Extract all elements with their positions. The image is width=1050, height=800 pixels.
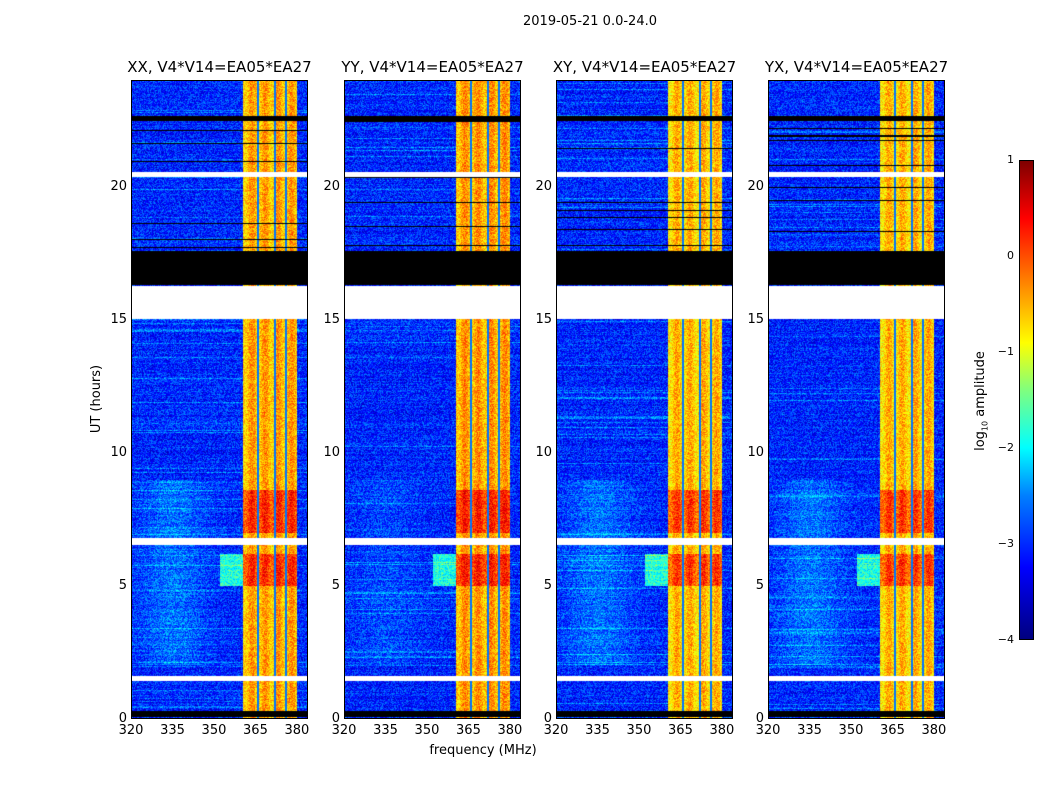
y-tick-label: 10 xyxy=(110,444,127,460)
y-tick-label: 0 xyxy=(755,711,764,726)
colorbar-label-sub: 10 xyxy=(980,420,990,432)
x-tick-label: 365 xyxy=(456,723,481,738)
panel-title: YX, V4*V14=EA05*EA27 xyxy=(764,58,949,76)
x-tick-label: 350 xyxy=(201,723,227,738)
x-tick-label: 365 xyxy=(243,723,268,738)
colorbar-tick-label: −1 xyxy=(997,345,1014,358)
y-tick-label: 20 xyxy=(747,178,764,194)
y-tick-label: 5 xyxy=(543,577,552,593)
x-tick-label: 320 xyxy=(755,723,781,738)
x-tick-label: 320 xyxy=(118,723,144,738)
y-tick-label: 5 xyxy=(331,577,340,593)
figure-title: 2019-05-21 0.0-24.0 xyxy=(523,14,657,29)
y-tick-label: 10 xyxy=(747,444,764,460)
spectrogram-heatmap xyxy=(345,81,520,718)
x-tick-label: 350 xyxy=(414,723,440,738)
y-tick-label: 15 xyxy=(535,311,552,327)
spectrogram-heatmap xyxy=(769,81,944,718)
spectrogram-heatmap xyxy=(557,81,732,718)
y-tick-label: 15 xyxy=(747,311,764,327)
y-tick-label: 20 xyxy=(323,178,340,194)
spectrogram-panel xyxy=(556,80,733,719)
colorbar-label-rest: amplitude xyxy=(973,351,988,421)
x-tick-label: 335 xyxy=(160,723,185,738)
colorbar-tick-label: 1 xyxy=(1007,153,1014,166)
y-tick-label: 10 xyxy=(535,444,552,460)
x-tick-label: 335 xyxy=(373,723,398,738)
x-tick-label: 380 xyxy=(497,723,523,738)
x-tick-label: 380 xyxy=(284,723,310,738)
y-tick-label: 15 xyxy=(110,311,127,327)
colorbar xyxy=(1019,160,1034,640)
x-tick-label: 380 xyxy=(709,723,735,738)
y-tick-label: 10 xyxy=(323,444,340,460)
panel-title: YY, V4*V14=EA05*EA27 xyxy=(341,58,524,76)
y-axis-label: UT (hours) xyxy=(89,364,104,434)
x-tick-label: 350 xyxy=(626,723,652,738)
colorbar-label: log10 amplitude xyxy=(973,351,991,451)
colorbar-label-main: log xyxy=(973,431,988,451)
x-tick-label: 380 xyxy=(921,723,947,738)
x-tick-label: 320 xyxy=(543,723,569,738)
colorbar-tick-label: −3 xyxy=(997,537,1014,550)
y-tick-label: 0 xyxy=(331,711,340,726)
panel-title: XX, V4*V14=EA05*EA27 xyxy=(127,58,312,76)
spectrogram-panel xyxy=(768,80,945,719)
y-tick-label: 5 xyxy=(118,577,127,593)
x-tick-label: 365 xyxy=(880,723,905,738)
x-tick-label: 320 xyxy=(331,723,357,738)
spectrogram-panel xyxy=(344,80,521,719)
x-tick-label: 365 xyxy=(668,723,693,738)
y-tick-label: 20 xyxy=(110,178,127,194)
y-tick-label: 15 xyxy=(323,311,340,327)
y-tick-label: 0 xyxy=(543,711,552,726)
x-tick-label: 350 xyxy=(838,723,864,738)
y-tick-label: 0 xyxy=(118,711,127,726)
y-tick-label: 5 xyxy=(755,577,764,593)
colorbar-tick-label: 0 xyxy=(1007,249,1014,262)
spectrogram-heatmap xyxy=(132,81,307,718)
spectrogram-panel xyxy=(131,80,308,719)
panel-title: XY, V4*V14=EA05*EA27 xyxy=(552,58,737,76)
colorbar-tick-label: −2 xyxy=(997,441,1014,454)
x-axis-label: frequency (MHz) xyxy=(429,743,537,758)
x-tick-label: 335 xyxy=(797,723,822,738)
colorbar-tick-label: −4 xyxy=(997,633,1014,646)
y-tick-label: 20 xyxy=(535,178,552,194)
x-tick-label: 335 xyxy=(585,723,610,738)
